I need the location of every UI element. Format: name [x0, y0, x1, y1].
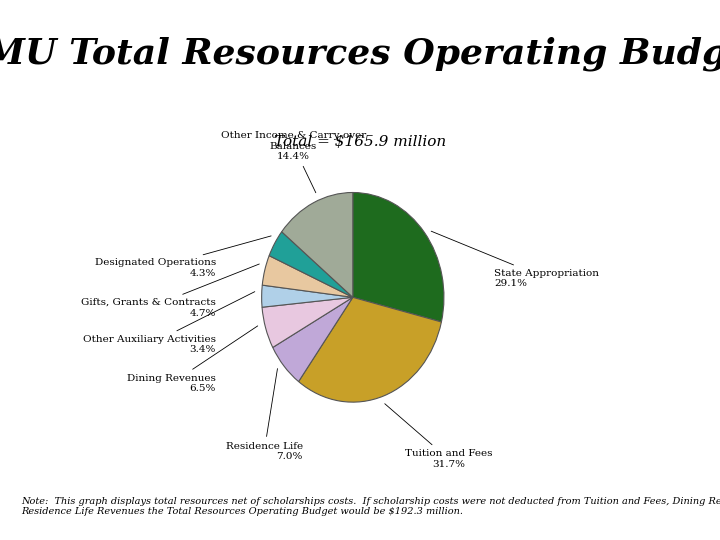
- Wedge shape: [262, 298, 353, 347]
- Text: NMU Total Resources Operating Budget: NMU Total Resources Operating Budget: [0, 37, 720, 71]
- Text: Note:  This graph displays total resources net of scholarships costs.  If schola: Note: This graph displays total resource…: [22, 497, 720, 516]
- Wedge shape: [273, 298, 353, 382]
- Text: Other Income & Carry-over
Balances
14.4%: Other Income & Carry-over Balances 14.4%: [221, 131, 366, 193]
- Wedge shape: [262, 255, 353, 298]
- Text: Other Auxiliary Activities
3.4%: Other Auxiliary Activities 3.4%: [83, 292, 255, 354]
- Wedge shape: [261, 285, 353, 307]
- Wedge shape: [353, 192, 444, 322]
- Text: Dining Revenues
6.5%: Dining Revenues 6.5%: [127, 326, 258, 393]
- Wedge shape: [282, 192, 353, 298]
- Wedge shape: [269, 232, 353, 298]
- Wedge shape: [299, 298, 441, 402]
- Text: Tuition and Fees
31.7%: Tuition and Fees 31.7%: [384, 404, 492, 469]
- Text: Total = $165.9 million: Total = $165.9 million: [274, 136, 446, 150]
- Text: Residence Life
7.0%: Residence Life 7.0%: [225, 369, 302, 461]
- Text: Gifts, Grants & Contracts
4.7%: Gifts, Grants & Contracts 4.7%: [81, 264, 259, 318]
- Text: State Appropriation
29.1%: State Appropriation 29.1%: [431, 231, 599, 288]
- Text: Designated Operations
4.3%: Designated Operations 4.3%: [95, 236, 271, 278]
